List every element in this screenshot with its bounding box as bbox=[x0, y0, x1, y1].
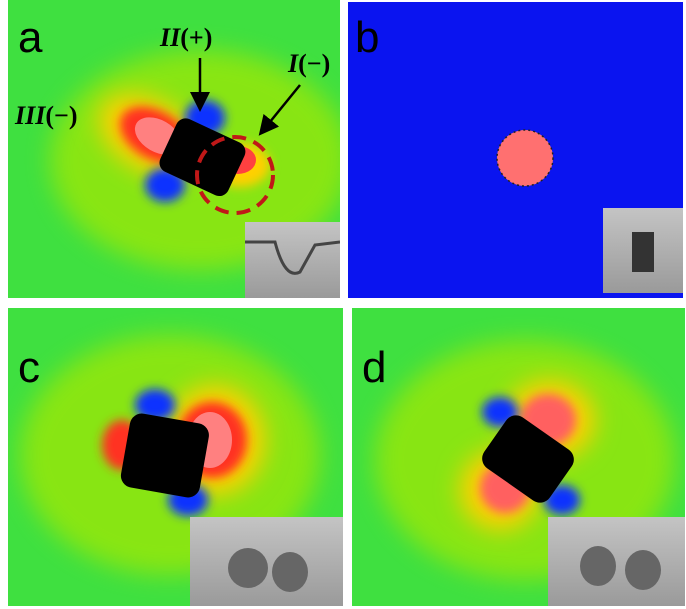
panel-c: c bbox=[8, 308, 343, 606]
inset bbox=[245, 222, 340, 298]
annotation: III(−) bbox=[14, 101, 78, 130]
annotation: II(+) bbox=[159, 23, 212, 52]
panel-label: d bbox=[362, 343, 386, 392]
panel-b: b bbox=[348, 2, 683, 298]
panel-a: a III(−) II(+) I(−) bbox=[8, 0, 350, 298]
particle bbox=[497, 130, 553, 186]
panel-label: a bbox=[18, 13, 43, 62]
inset-shape bbox=[625, 550, 661, 590]
inset-shape bbox=[272, 552, 308, 592]
annotation: I(−) bbox=[287, 49, 330, 78]
inset-shape bbox=[580, 546, 616, 586]
annotation-numeral: III bbox=[14, 101, 46, 130]
annotation-sign: (−) bbox=[45, 101, 77, 130]
annotation-sign: (−) bbox=[298, 49, 330, 78]
inset-shape bbox=[228, 548, 268, 588]
panel-label: c bbox=[18, 343, 40, 392]
inset bbox=[548, 517, 685, 606]
panel-label: b bbox=[355, 13, 379, 62]
annotation-sign: (+) bbox=[180, 23, 212, 52]
panel-d: d bbox=[352, 308, 685, 606]
inset-shape bbox=[632, 232, 654, 272]
particle bbox=[119, 412, 211, 500]
figure: a III(−) II(+) I(−) b c d bbox=[0, 0, 686, 609]
annotation-numeral: II bbox=[159, 23, 181, 52]
